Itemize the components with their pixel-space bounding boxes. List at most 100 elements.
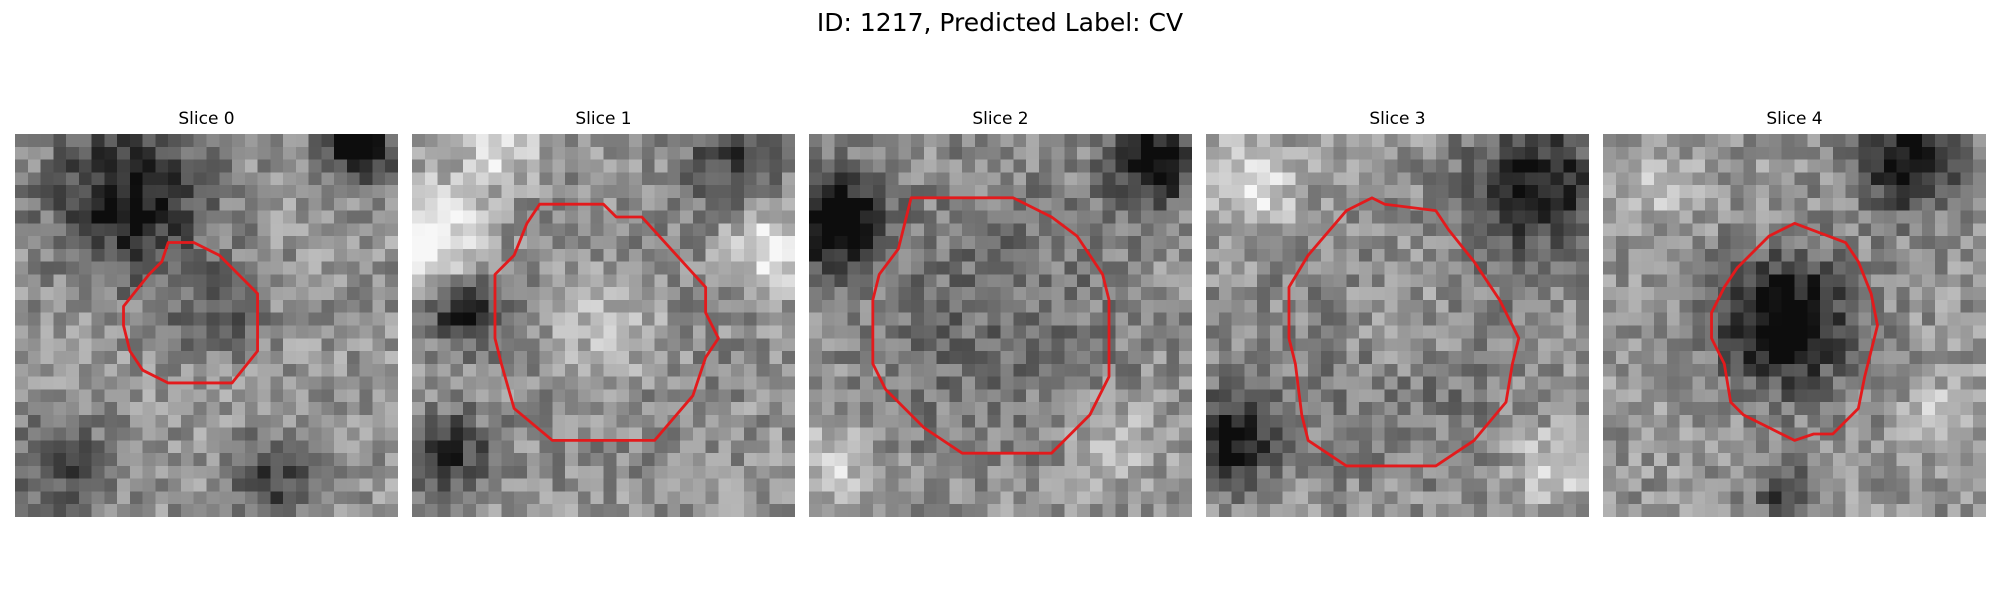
pixel — [257, 312, 271, 326]
pixel — [1499, 210, 1513, 224]
pixel — [1231, 210, 1245, 224]
pixel — [1448, 210, 1462, 224]
pixel — [680, 159, 694, 173]
pixel — [821, 427, 835, 441]
pixel — [232, 197, 246, 211]
pixel — [1102, 389, 1116, 403]
pixel — [782, 261, 795, 275]
pixel — [334, 427, 348, 441]
pixel — [168, 325, 182, 339]
pixel — [565, 172, 579, 186]
pixel — [782, 274, 795, 288]
pixel — [283, 478, 297, 492]
pixel — [359, 440, 373, 454]
pixel — [257, 363, 271, 377]
pixel — [667, 453, 681, 467]
pixel — [1896, 325, 1910, 339]
pixel — [1756, 465, 1770, 479]
pixel — [1666, 236, 1680, 250]
pixel — [936, 338, 950, 352]
pixel — [270, 248, 284, 262]
pixel — [15, 478, 29, 492]
pixel — [66, 351, 80, 365]
pixel — [1615, 312, 1629, 326]
pixel — [1666, 172, 1680, 186]
pixel — [437, 312, 451, 326]
pixel — [756, 465, 770, 479]
pixel — [1743, 389, 1757, 403]
pixel — [412, 248, 426, 262]
pixel — [1550, 185, 1564, 199]
pixel — [1832, 312, 1846, 326]
pixel — [590, 312, 604, 326]
pixel — [412, 210, 426, 224]
pixel — [936, 312, 950, 326]
pixel — [1756, 223, 1770, 237]
pixel — [1641, 325, 1655, 339]
pixel — [450, 299, 464, 313]
pixel — [1102, 197, 1116, 211]
pixel — [1140, 389, 1154, 403]
pixel — [718, 338, 732, 352]
pixel — [769, 491, 783, 505]
pixel — [974, 427, 988, 441]
pixel — [847, 274, 861, 288]
pixel — [1499, 159, 1513, 173]
pixel — [949, 236, 963, 250]
pixel — [1603, 287, 1617, 301]
pixel — [654, 440, 668, 454]
pixel — [923, 299, 937, 313]
pixel — [193, 465, 207, 479]
pixel — [1206, 146, 1220, 160]
pixel — [78, 376, 92, 390]
pixel — [1295, 478, 1309, 492]
pixel — [308, 351, 322, 365]
pixel — [514, 453, 528, 467]
pixel — [718, 478, 732, 492]
pixel — [53, 287, 67, 301]
pixel — [667, 312, 681, 326]
pixel — [1410, 478, 1424, 492]
pixel — [872, 299, 886, 313]
pixel — [514, 274, 528, 288]
pixel — [1371, 261, 1385, 275]
pixel — [616, 414, 630, 428]
pixel — [168, 478, 182, 492]
pixel — [206, 159, 220, 173]
pixel — [1231, 504, 1245, 517]
pixel — [885, 287, 899, 301]
pixel — [412, 491, 426, 505]
pixel — [1026, 453, 1040, 467]
pixel — [283, 274, 297, 288]
pixel — [1295, 223, 1309, 237]
pixel — [1128, 363, 1142, 377]
pixel — [1166, 351, 1180, 365]
pixel — [1257, 274, 1271, 288]
pixel — [629, 261, 643, 275]
pixel — [1295, 134, 1309, 148]
pixel — [641, 491, 655, 505]
pixel — [1820, 210, 1834, 224]
pixel — [834, 376, 848, 390]
pixel — [860, 261, 874, 275]
pixel — [27, 236, 41, 250]
pixel — [180, 351, 194, 365]
pixel — [1717, 248, 1731, 262]
pixel — [1512, 223, 1526, 237]
pixel — [1282, 223, 1296, 237]
pixel — [1423, 274, 1437, 288]
pixel — [936, 453, 950, 467]
pixel — [1705, 453, 1719, 467]
pixel — [1153, 261, 1167, 275]
pixel — [1384, 299, 1398, 313]
pixel — [1308, 453, 1322, 467]
pixel — [565, 248, 579, 262]
pixel — [321, 312, 335, 326]
pixel — [1077, 363, 1091, 377]
pixel — [1102, 491, 1116, 505]
pixel — [78, 427, 92, 441]
pixel — [1666, 261, 1680, 275]
pixel — [475, 210, 489, 224]
pixel — [450, 261, 464, 275]
pixel — [1218, 299, 1232, 313]
